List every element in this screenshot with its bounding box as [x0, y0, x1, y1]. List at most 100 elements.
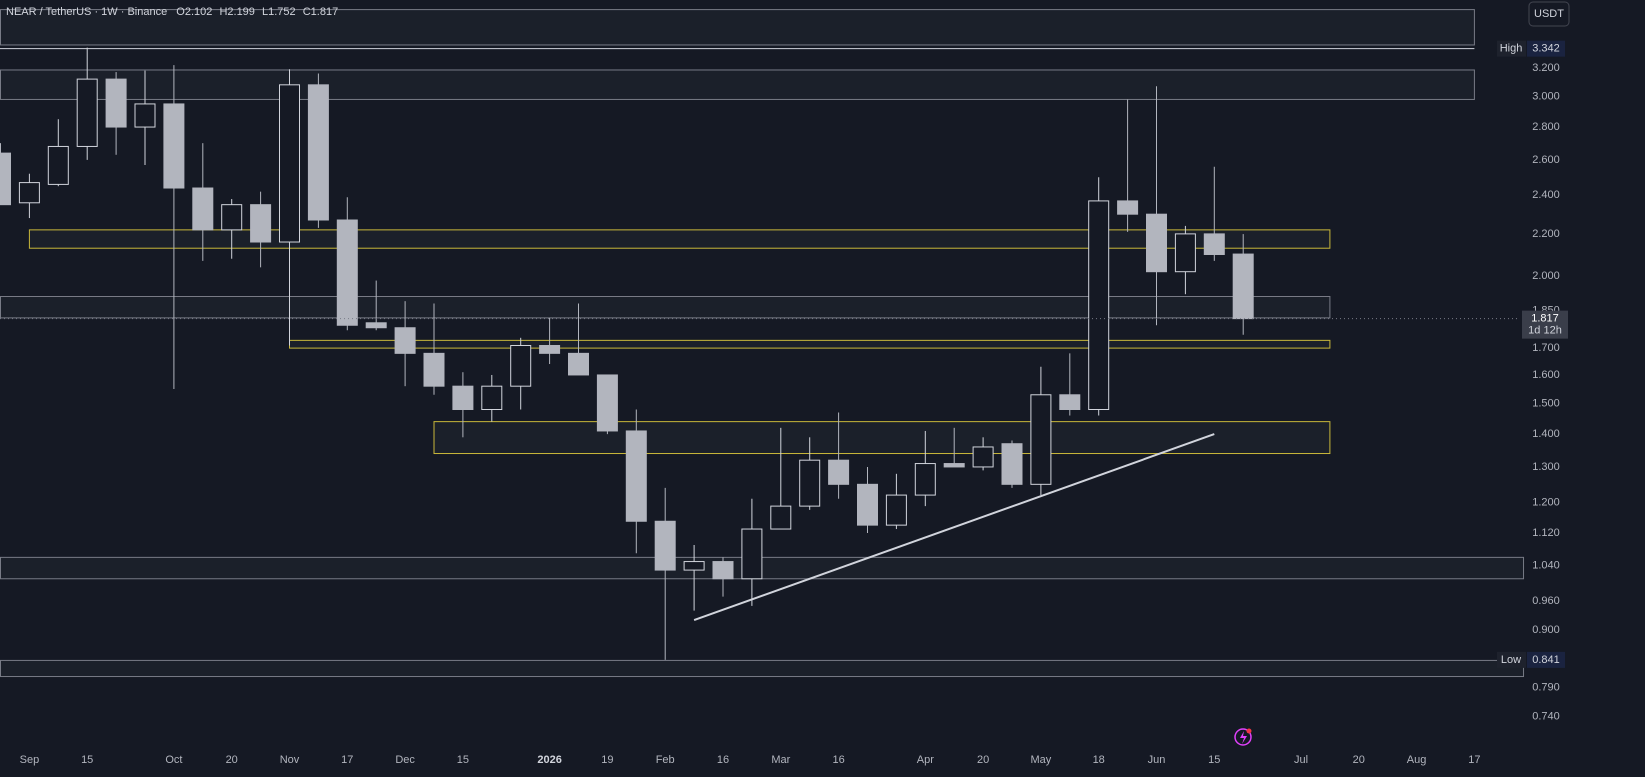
- candle-body: [568, 352, 589, 376]
- y-tick-label: 0.960: [1532, 595, 1560, 607]
- y-tick-label: 3.200: [1532, 62, 1560, 74]
- candle-body: [1174, 233, 1196, 273]
- x-tick-label: 15: [81, 754, 93, 766]
- candle-body: [1088, 200, 1110, 411]
- candle-body: [625, 430, 647, 522]
- x-tick-label: 2026: [537, 754, 561, 766]
- price-badge: [1522, 310, 1568, 339]
- candle-body: [1232, 253, 1254, 320]
- candle-body: [654, 520, 676, 571]
- candle-body: [1117, 200, 1139, 215]
- alert-icon-bolt: [1240, 731, 1247, 744]
- exchange: Binance: [127, 6, 167, 18]
- candle-body: [250, 204, 272, 243]
- x-tick-label: 15: [1208, 754, 1220, 766]
- y-tick-label: 2.600: [1532, 154, 1560, 166]
- y-tick-label: 0.790: [1532, 682, 1560, 694]
- price-zone: [0, 296, 1331, 319]
- y-tick-label: 1.200: [1532, 496, 1560, 508]
- y-tick-label: 1.120: [1532, 527, 1560, 539]
- candle-body: [799, 459, 821, 507]
- x-tick-label: 15: [457, 754, 469, 766]
- price-badge-value: 1.817: [1531, 313, 1559, 325]
- badge-value: 0.841: [1532, 654, 1560, 666]
- x-tick-label: 19: [601, 754, 613, 766]
- y-tick-label: 1.400: [1532, 428, 1560, 440]
- price-zone: [28, 229, 1331, 249]
- interval: 1W: [101, 6, 118, 18]
- candle-body: [828, 459, 850, 485]
- candle-body: [943, 463, 965, 468]
- candle-body: [76, 78, 98, 147]
- candle-body: [163, 103, 185, 189]
- trendline: [693, 433, 1215, 622]
- y-tick-label: 2.000: [1532, 270, 1560, 282]
- x-tick-label: 20: [977, 754, 989, 766]
- alert-icon[interactable]: [1234, 728, 1252, 746]
- x-tick-label: 20: [1353, 754, 1365, 766]
- candle-body: [481, 385, 503, 411]
- x-tick-label: Nov: [280, 754, 300, 766]
- candle-body: [394, 327, 416, 354]
- y-tick-label: 1.600: [1532, 369, 1560, 381]
- x-tick-label: Jul: [1294, 754, 1308, 766]
- candle-body: [452, 385, 474, 411]
- x-tick-label: Apr: [917, 754, 934, 766]
- candle-body: [857, 483, 878, 526]
- x-tick-label: 16: [832, 754, 844, 766]
- candle-body: [336, 219, 358, 326]
- candle-body: [134, 103, 156, 128]
- x-tick-label: Sep: [20, 754, 40, 766]
- candle-body: [279, 84, 300, 243]
- x-tick-label: Jun: [1148, 754, 1166, 766]
- candle-body: [885, 494, 907, 526]
- alert-dot: [1246, 728, 1252, 734]
- badge-value: 3.342: [1532, 43, 1560, 55]
- x-tick-label: 17: [1468, 754, 1480, 766]
- badge-bg: [1527, 651, 1565, 668]
- price-zone: [0, 69, 1475, 100]
- candle-body: [712, 561, 734, 580]
- legend-header: NEAR / TetherUS · 1W · Binance O2.102 H2…: [6, 6, 338, 18]
- ohlc-prefix: C: [303, 6, 311, 18]
- y-tick-label: 0.900: [1532, 624, 1560, 636]
- candle-body: [914, 463, 936, 496]
- candle-body: [192, 187, 214, 231]
- price-zone: [0, 9, 1475, 46]
- candle-body: [307, 84, 329, 221]
- ohlc-value: 1.752: [268, 6, 296, 18]
- price-zone: [0, 659, 1525, 678]
- y-tick-label: 2.400: [1532, 189, 1560, 201]
- candle-body: [596, 374, 618, 432]
- ohlc-value: 2.102: [185, 6, 213, 18]
- candle-body: [1030, 394, 1052, 485]
- countdown: 1d 12h: [1528, 325, 1562, 337]
- candle-body: [47, 145, 69, 185]
- ohlc-prefix: O: [176, 6, 185, 18]
- y-tick-label: 0.740: [1532, 710, 1560, 722]
- y-tick-label: 1.500: [1532, 397, 1560, 409]
- ohlc-prefix: L: [262, 6, 268, 18]
- x-tick-label: Feb: [656, 754, 675, 766]
- y-tick-label: 2.800: [1532, 121, 1560, 133]
- x-tick-label: Oct: [165, 754, 182, 766]
- zones: [0, 9, 1525, 678]
- y-tick-label: 1.040: [1532, 560, 1560, 572]
- x-tick-label: Dec: [395, 754, 415, 766]
- candle-body: [423, 352, 445, 387]
- candle-body: [18, 182, 40, 204]
- x-tick-label: May: [1031, 754, 1052, 766]
- y-tick-label: 1.700: [1532, 342, 1560, 354]
- currency-button[interactable]: [1528, 1, 1570, 27]
- candle-body: [105, 78, 127, 128]
- currency[interactable]: USDT: [1534, 8, 1564, 20]
- candle-body: [221, 204, 243, 231]
- price-zone: [289, 339, 1331, 349]
- ohlc-value: 2.199: [227, 6, 255, 18]
- badge-bg: [1497, 651, 1526, 668]
- y-tick-label: 3.000: [1532, 90, 1560, 102]
- candle-body: [0, 152, 11, 206]
- x-tick-label: Aug: [1407, 754, 1427, 766]
